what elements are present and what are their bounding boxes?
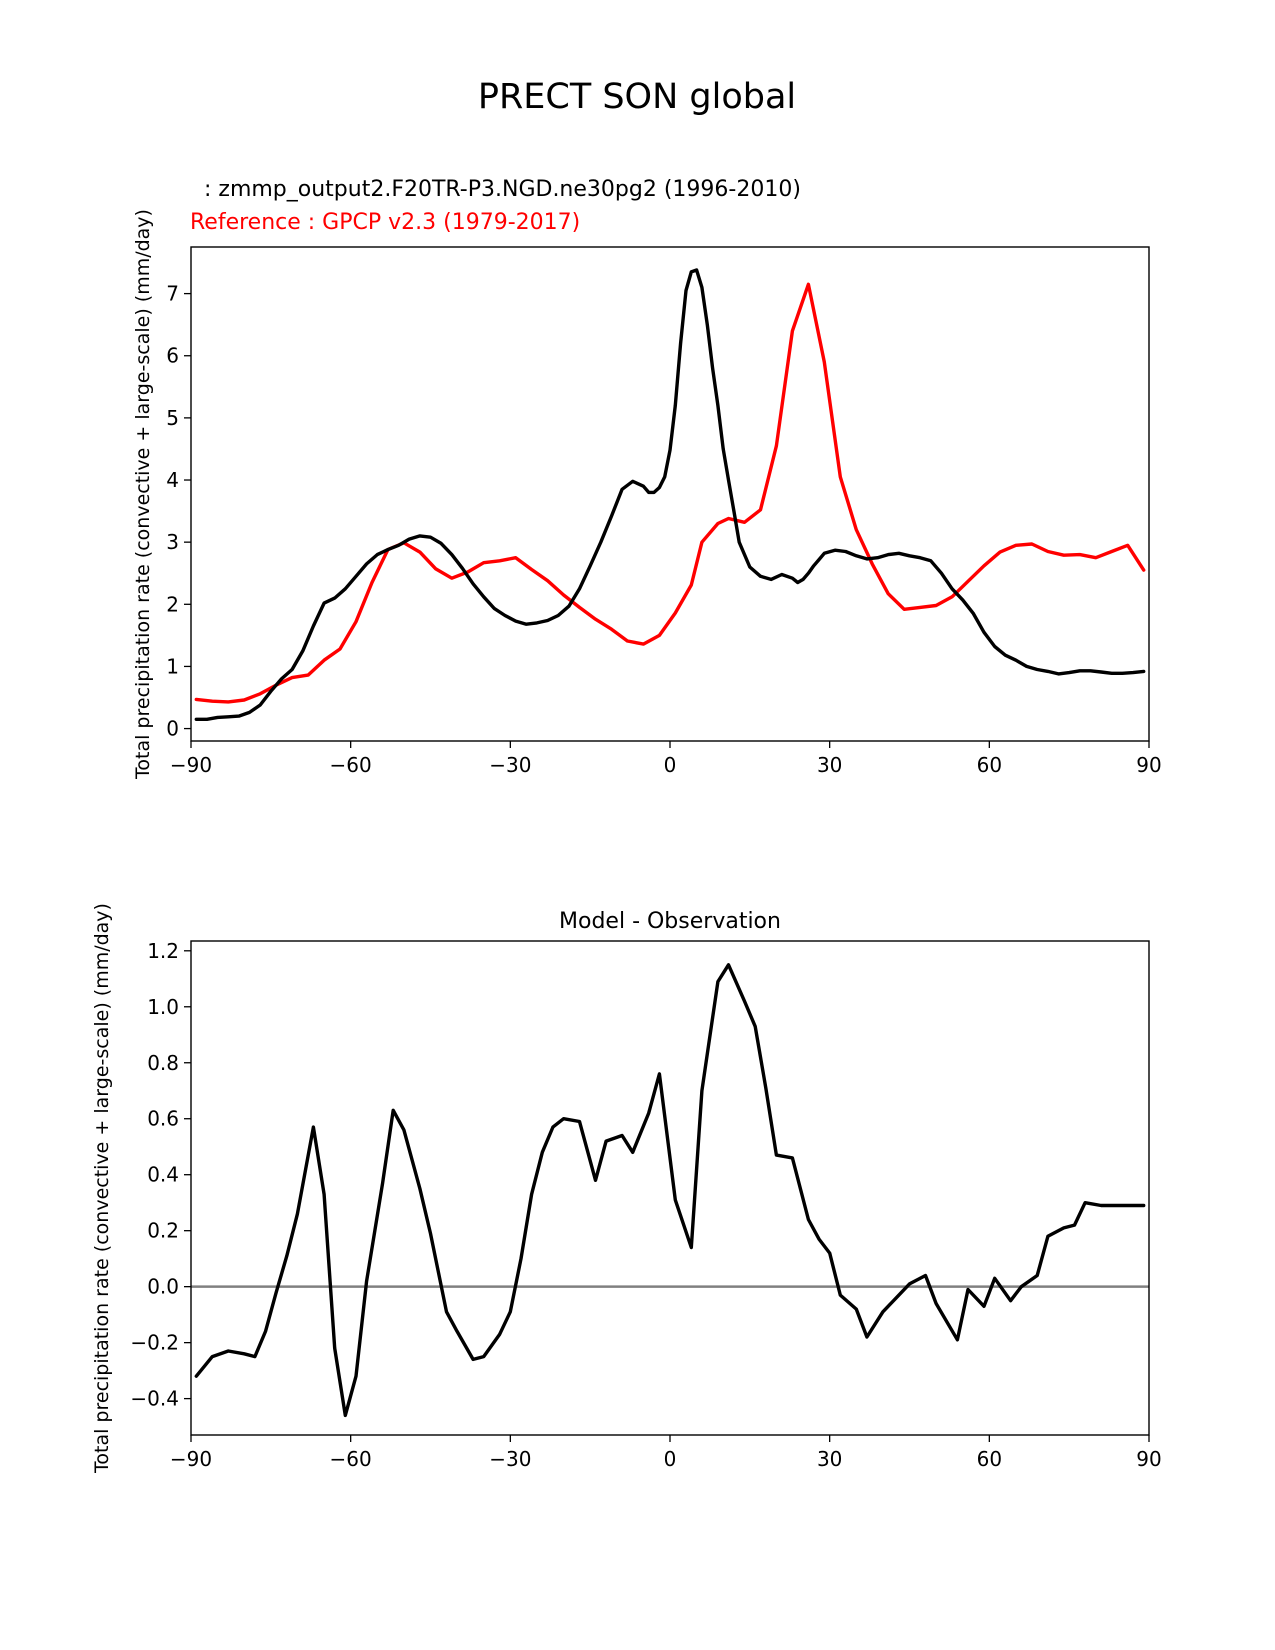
top-chart-ylabel: Total precipitation rate (convective + l… bbox=[132, 209, 154, 780]
top-ytick-label: 6 bbox=[166, 344, 179, 368]
bottom-ytick-label: 0.4 bbox=[147, 1163, 179, 1187]
top-ytick-label: 2 bbox=[166, 592, 179, 616]
bottom-xtick-label: −90 bbox=[170, 1447, 212, 1471]
top-xtick-label: −90 bbox=[170, 753, 212, 777]
bottom-xtick-label: 90 bbox=[1136, 1447, 1161, 1471]
top-series-line-1 bbox=[194, 268, 1146, 721]
top-ytick-label: 7 bbox=[166, 282, 179, 306]
top-chart: : zmmp_output2.F20TR-P3.NGD.ne30pg2 (199… bbox=[132, 177, 1162, 780]
bottom-ytick-label: 0.8 bbox=[147, 1051, 179, 1075]
bottom-chart-ticks: −90 −60 −30 0 30 60 90 −0.4 −0.2 0.0 0.2 0.4 0.6 0.8 1… bbox=[130, 939, 1161, 1471]
bottom-ytick-label: 0.0 bbox=[147, 1275, 179, 1299]
bottom-xtick-label: 0 bbox=[664, 1447, 677, 1471]
bottom-chart: Model - Observation −90 −60 −30 0 30 60 90 −0.4… bbox=[91, 903, 1162, 1474]
top-chart-ref-label: Reference : GPCP v2.3 (1979-2017) bbox=[190, 210, 580, 235]
top-xtick-label: −30 bbox=[489, 753, 531, 777]
bottom-chart-title: Model - Observation bbox=[559, 909, 781, 934]
bottom-series-line-0 bbox=[194, 963, 1146, 1418]
bottom-ytick-label: 0.6 bbox=[147, 1107, 179, 1131]
top-xtick-label: 60 bbox=[977, 753, 1002, 777]
top-chart-frame bbox=[190, 246, 1150, 742]
bottom-chart-ylabel: Total precipitation rate (convective + l… bbox=[91, 903, 113, 1474]
top-chart-series bbox=[194, 268, 1146, 721]
top-xtick-label: 90 bbox=[1136, 753, 1161, 777]
top-ytick-label: 3 bbox=[166, 530, 179, 554]
top-ytick-label: 5 bbox=[166, 406, 179, 430]
top-series-line-0 bbox=[194, 282, 1146, 704]
top-chart-ticks: −90 −60 −30 0 30 60 90 0 1 2 3 4 5 6 7 bbox=[166, 282, 1161, 777]
bottom-xtick-label: 30 bbox=[817, 1447, 842, 1471]
top-ytick-label: 4 bbox=[166, 468, 179, 492]
figure-title: PRECT SON global bbox=[478, 77, 796, 117]
top-xtick-label: 30 bbox=[817, 753, 842, 777]
bottom-xtick-label: −30 bbox=[489, 1447, 531, 1471]
top-ytick-label: 0 bbox=[166, 717, 179, 741]
bottom-xtick-label: 60 bbox=[977, 1447, 1002, 1471]
bottom-chart-series bbox=[191, 963, 1149, 1418]
top-ytick-label: 1 bbox=[166, 654, 179, 678]
bottom-xtick-label: −60 bbox=[330, 1447, 372, 1471]
bottom-chart-frame bbox=[190, 940, 1150, 1436]
bottom-ytick-label: 1.0 bbox=[147, 995, 179, 1019]
bottom-ytick-label: 0.2 bbox=[147, 1219, 179, 1243]
top-xtick-label: 0 bbox=[664, 753, 677, 777]
bottom-ytick-label: 1.2 bbox=[147, 939, 179, 963]
top-xtick-label: −60 bbox=[330, 753, 372, 777]
bottom-ytick-label: −0.2 bbox=[130, 1331, 179, 1355]
bottom-ytick-label: −0.4 bbox=[130, 1387, 179, 1411]
top-chart-test-label: : zmmp_output2.F20TR-P3.NGD.ne30pg2 (199… bbox=[190, 177, 801, 202]
